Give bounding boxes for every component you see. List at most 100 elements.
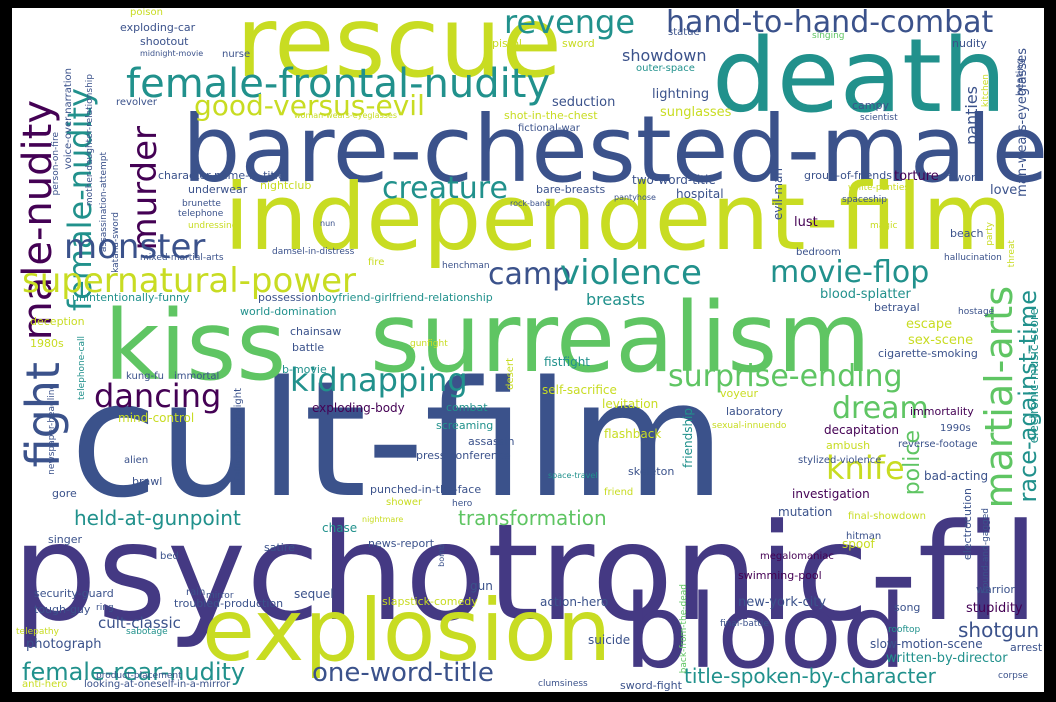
word-showdown: showdown bbox=[622, 46, 707, 65]
word-punched-in-the-face: punched-in-the-face bbox=[370, 483, 482, 496]
word-hero: hero bbox=[452, 499, 473, 509]
word-nun: nun bbox=[320, 219, 336, 228]
word-bed: bed bbox=[160, 551, 179, 562]
word-corpse: corpse bbox=[998, 671, 1029, 681]
word-damsel-in-distress: damsel-in-distress bbox=[272, 247, 355, 257]
word-ring: ring bbox=[96, 603, 114, 613]
word-love: love bbox=[990, 183, 1018, 198]
word-flashback: flashback bbox=[604, 427, 662, 441]
word-transformation: transformation bbox=[458, 506, 607, 530]
word-brunette: brunette bbox=[182, 199, 221, 209]
word-female-rear-nudity: female-rear-nudity bbox=[22, 658, 246, 686]
word-battle: battle bbox=[292, 341, 325, 354]
word-nightmare: nightmare bbox=[362, 515, 404, 524]
word-electrocution: electrocution bbox=[961, 488, 974, 561]
word-bedroom: bedroom bbox=[796, 247, 841, 258]
word-katana-sword: katana-sword bbox=[111, 212, 121, 273]
word-new-york-city: new-york-city bbox=[738, 595, 827, 610]
word-levitation: levitation bbox=[602, 397, 659, 411]
word-outer-space: outer-space bbox=[636, 63, 695, 74]
word-falling-from-height: falling-from-height bbox=[233, 388, 244, 482]
word-kiss: kiss bbox=[104, 290, 287, 402]
word-cigarette-smoking: cigarette-smoking bbox=[878, 347, 978, 360]
word-deception: deception bbox=[30, 315, 85, 328]
word-self-sacrifice: self-sacrifice bbox=[542, 383, 617, 397]
word-1990s: 1990s bbox=[940, 423, 971, 434]
word-photograph: photograph bbox=[26, 637, 102, 652]
word-camp: camp bbox=[488, 257, 572, 292]
word-fire: fire bbox=[368, 257, 385, 268]
word-troubled-production: troubled-production bbox=[174, 597, 284, 610]
word-mirror: mirror bbox=[206, 591, 234, 601]
word-exploding-car: exploding-car bbox=[120, 21, 196, 34]
word-independent-film: independent-film bbox=[224, 164, 1012, 271]
word-newspaper-headline: newspaper-headline bbox=[47, 384, 57, 475]
word-arrest: arrest bbox=[1010, 641, 1043, 654]
word-singing: singing bbox=[812, 31, 845, 41]
word-bad-acting: bad-acting bbox=[924, 469, 989, 483]
word-reverse-footage: reverse-footage bbox=[898, 439, 978, 450]
word-space-travel: space-travel bbox=[548, 471, 598, 480]
word-final-battle: final-battle bbox=[720, 619, 769, 629]
word-kitchen: kitchen bbox=[981, 74, 991, 108]
word-sword-fight: sword-fight bbox=[620, 679, 682, 692]
word-gore: gore bbox=[52, 487, 77, 500]
word-two-word-title: two-word-title bbox=[632, 173, 716, 187]
word-statue: statue bbox=[668, 27, 700, 38]
word-decapitation: decapitation bbox=[824, 423, 899, 437]
word-slapstick-comedy: slapstick-comedy bbox=[382, 595, 478, 608]
word-beating: beating bbox=[1015, 58, 1026, 97]
word-anti-hero: anti-hero bbox=[22, 679, 68, 690]
word-kung-fu: kung-fu bbox=[126, 371, 164, 382]
word-tough-guy: tough-guy bbox=[34, 603, 91, 616]
word-spaceship: spaceship bbox=[842, 195, 888, 205]
word-security-guard: security-guard bbox=[34, 587, 114, 600]
word-revolver: revolver bbox=[116, 97, 158, 108]
word-held-at-gunpoint: held-at-gunpoint bbox=[74, 506, 241, 530]
word-kidnapping: kidnapping bbox=[290, 361, 468, 399]
word-title-spoken-by-character: title-spoken-by-character bbox=[684, 664, 936, 688]
word-boyfriend-girlfriend-relationship: boyfriend-girlfriend-relationship bbox=[318, 291, 493, 304]
word-satire: satire bbox=[264, 541, 295, 554]
word-scientist: scientist bbox=[860, 113, 898, 123]
word-bare-chested-male: bare-chested-male bbox=[182, 96, 1044, 203]
word-friend: friend bbox=[604, 487, 634, 498]
word-clumsiness: clumsiness bbox=[538, 679, 588, 689]
word-immortal: immortal bbox=[174, 371, 220, 382]
word-movie-flop: movie-flop bbox=[770, 255, 930, 290]
word-gun: gun bbox=[470, 579, 493, 593]
word-evil-man: evil-man bbox=[771, 168, 785, 221]
word-sword: sword bbox=[562, 37, 595, 50]
word-suicide: suicide bbox=[588, 633, 631, 647]
word-spoof: spoof bbox=[842, 537, 875, 551]
word-hospital: hospital bbox=[676, 187, 724, 201]
word-chase: chase bbox=[322, 521, 358, 535]
word-woman-wears-eyeglasses: woman-wears-eyeglasses bbox=[294, 111, 398, 120]
word-rescue: rescue bbox=[236, 8, 562, 100]
word-cult-classic: cult-classic bbox=[98, 614, 181, 632]
word-knife: knife bbox=[826, 449, 905, 487]
word-press-conference: press-conference bbox=[416, 449, 511, 462]
word-looking-at-oneself-in-a-mirror: looking-at-oneself-in-a-mirror bbox=[84, 679, 231, 690]
word-supernatural-power: supernatural-power bbox=[22, 261, 357, 301]
word-possession: possession bbox=[258, 291, 319, 304]
word-f-word: f-word bbox=[948, 171, 983, 184]
word-stylized-violence: stylized-violence bbox=[798, 455, 882, 466]
word-skeleton: skeleton bbox=[628, 465, 675, 478]
word-fight: fight bbox=[16, 362, 70, 468]
word-psychotronic-film: psychotronic-film bbox=[12, 495, 1044, 651]
word-voyeur: voyeur bbox=[720, 387, 759, 400]
word-song: song bbox=[894, 601, 921, 614]
word-surprise-ending: surprise-ending bbox=[668, 359, 903, 394]
word-panties: panties bbox=[962, 86, 981, 145]
word-final-showdown: final-showdown bbox=[848, 511, 926, 522]
word-screaming: screaming bbox=[436, 419, 494, 432]
word-assassination-attempt: assassination-attempt bbox=[99, 152, 109, 253]
word-news-report: news-report bbox=[368, 537, 435, 550]
word-shotgun: shotgun bbox=[958, 618, 1040, 642]
word-gunfight: gunfight bbox=[410, 339, 448, 349]
word-blood: blood bbox=[624, 573, 907, 692]
word-rock-band: rock-band bbox=[510, 199, 551, 208]
word-chainsaw: chainsaw bbox=[290, 325, 342, 338]
word-rain: rain bbox=[186, 587, 206, 598]
